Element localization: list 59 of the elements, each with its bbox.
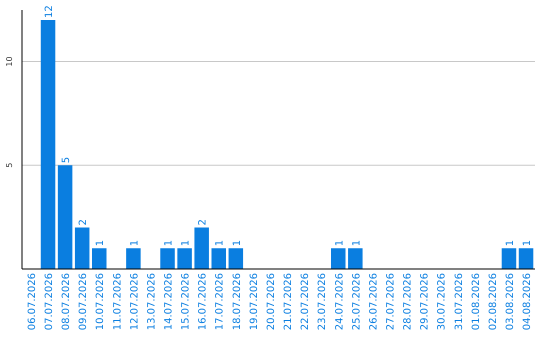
x-tick-label: 30.07.2026	[436, 273, 448, 330]
bar	[518, 248, 534, 269]
x-tick-label: 08.07.2026	[61, 273, 72, 330]
x-tick-label: 27.07.2026	[385, 273, 396, 330]
bar	[330, 248, 346, 269]
x-tick-label: 18.07.2026	[232, 273, 243, 330]
bar	[228, 248, 244, 269]
x-tick-label: 11.07.2026	[112, 273, 124, 330]
x-tick-label: 29.07.2026	[420, 273, 431, 330]
bar	[126, 248, 141, 269]
data-label: 2	[78, 219, 90, 226]
data-label: 1	[129, 240, 140, 246]
data-label: 2	[198, 219, 209, 226]
bar	[58, 165, 72, 269]
bar	[74, 228, 90, 269]
data-label: 1	[504, 240, 516, 246]
x-tick-label: 20.07.2026	[266, 273, 277, 330]
data-label: 1	[214, 240, 226, 246]
data-label: 1	[334, 240, 346, 246]
x-tick-label: 01.08.2026	[470, 273, 482, 330]
data-label: 1	[232, 240, 243, 246]
data-label: 12	[44, 5, 56, 18]
x-tick-label: 22.07.2026	[300, 273, 312, 330]
data-label: 5	[61, 156, 72, 164]
x-tick-label: 21.07.2026	[283, 273, 294, 330]
bar	[92, 248, 107, 269]
x-tick-label: 03.08.2026	[504, 273, 516, 330]
bar	[194, 228, 209, 269]
bar	[502, 248, 516, 269]
bar	[211, 248, 226, 269]
data-label: 1	[95, 240, 106, 246]
x-tick-label: 19.07.2026	[248, 273, 260, 330]
x-tick-label: 23.07.2026	[317, 273, 328, 330]
x-tick-label: 25.07.2026	[351, 273, 362, 330]
x-tick-label: 13.07.2026	[146, 273, 158, 330]
bar	[348, 248, 363, 269]
data-label: 1	[522, 240, 534, 246]
x-tick-label: 04.08.2026	[522, 273, 534, 330]
bar	[160, 248, 175, 269]
x-tick-label: 12.07.2026	[129, 273, 140, 330]
x-tick-label: 17.07.2026	[214, 273, 226, 330]
x-tick-label: 06.07.2026	[26, 273, 38, 330]
x-tick-label: 24.07.2026	[334, 273, 346, 330]
data-label: 1	[351, 240, 362, 246]
x-tick-label: 15.07.2026	[180, 273, 192, 330]
bar	[177, 248, 192, 269]
x-tick-label: 31.07.2026	[454, 273, 465, 330]
x-tick-label: 26.07.2026	[368, 273, 380, 330]
x-tick-label: 07.07.2026	[44, 273, 56, 330]
x-tick-label: 10.07.2026	[95, 273, 106, 330]
x-tick-label: 09.07.2026	[78, 273, 90, 330]
x-tick-label: 14.07.2026	[164, 273, 175, 330]
y-tick-label: 10	[5, 56, 14, 67]
x-tick-label: 28.07.2026	[402, 273, 414, 330]
data-label: 1	[164, 240, 175, 246]
x-tick-label: 02.08.2026	[488, 273, 499, 330]
bar	[40, 20, 56, 269]
data-label: 1	[180, 240, 192, 246]
x-tick-label: 16.07.2026	[198, 273, 209, 330]
